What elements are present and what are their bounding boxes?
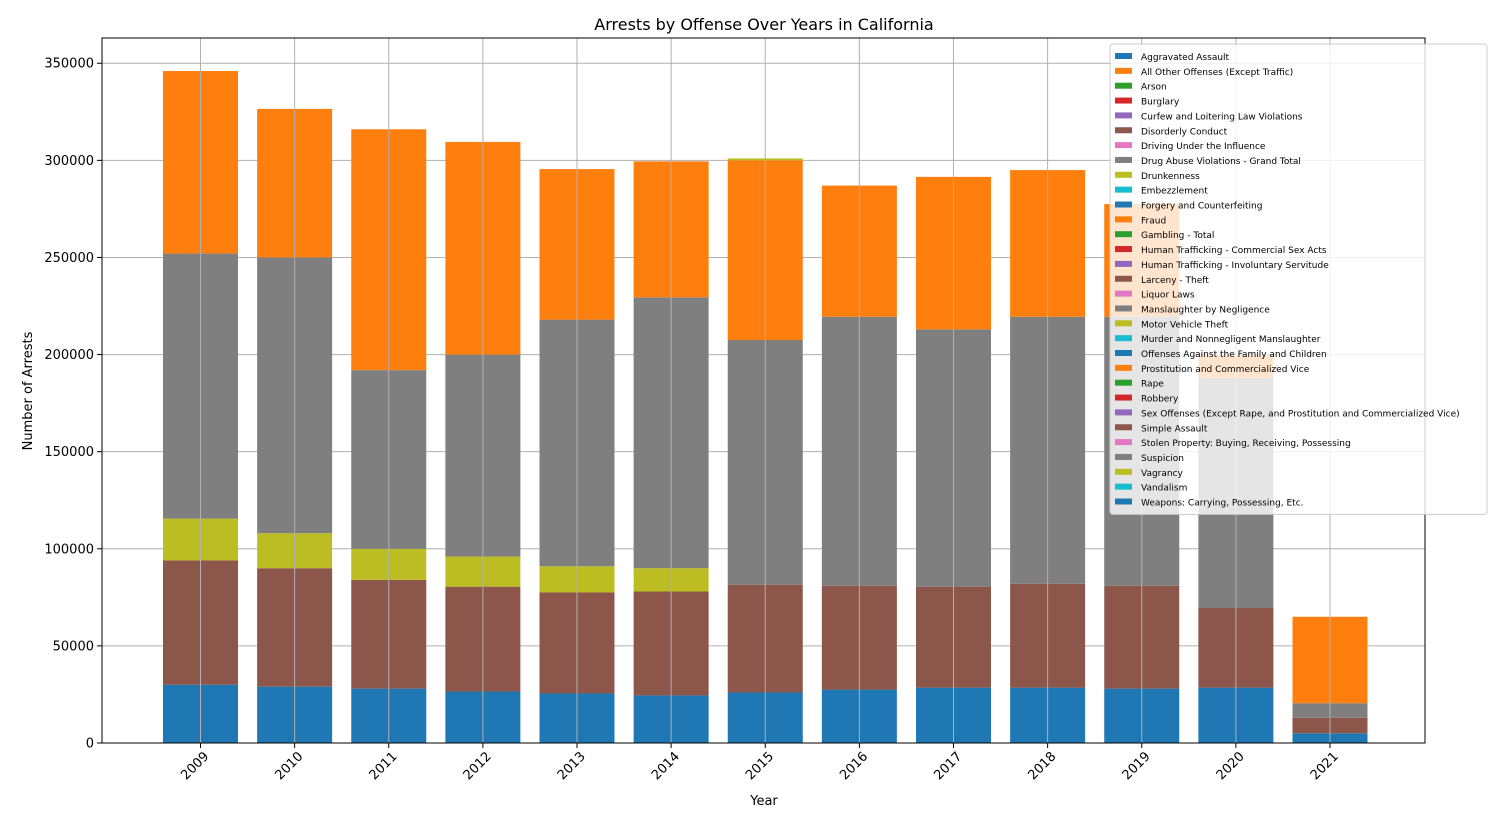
legend-label: Burglary [1141, 98, 1180, 108]
legend-swatch [1115, 483, 1132, 490]
legend-swatch [1115, 53, 1132, 59]
legend-swatch [1115, 320, 1132, 327]
legend-swatch [1115, 379, 1132, 386]
x-tick-label: 2018 [1025, 749, 1059, 783]
legend-swatch [1115, 409, 1132, 416]
legend-label: Curfew and Loitering Law Violations [1141, 112, 1303, 122]
y-axis: 0 50000 100000 150000 200000 250000 300000 3500… [44, 57, 102, 752]
x-tick-label: 2016 [837, 749, 871, 783]
y-tick-label: 50000 [53, 639, 94, 654]
legend: Aggravated Assault All Other Offenses (Ex… [1109, 43, 1488, 515]
legend-label: Motor Vehicle Theft [1141, 320, 1229, 330]
legend-swatch [1115, 67, 1132, 74]
legend-label: Suspicion [1141, 454, 1184, 464]
legend-swatch [1115, 216, 1132, 223]
x-tick-label: 2010 [272, 749, 306, 783]
x-tick-label: 2013 [555, 749, 589, 783]
x-axis-label: Year [749, 794, 778, 809]
legend-label: Vandalism [1141, 484, 1187, 494]
legend-swatch [1115, 156, 1132, 163]
legend-swatch [1115, 468, 1132, 475]
x-tick-label: 2014 [649, 749, 683, 783]
y-tick-label: 200000 [44, 348, 94, 363]
legend-swatch [1115, 82, 1132, 89]
legend-label: Stolen Property: Buying, Receiving, Poss… [1141, 439, 1351, 449]
legend-swatch [1115, 394, 1132, 401]
legend-swatch [1115, 246, 1132, 253]
y-tick-label: 150000 [44, 445, 94, 460]
legend-box [1109, 43, 1488, 515]
legend-swatch [1115, 112, 1132, 119]
legend-swatch [1115, 231, 1132, 238]
legend-swatch [1115, 335, 1132, 342]
legend-label: Disorderly Conduct [1141, 127, 1228, 137]
chart-title: Arrests by Offense Over Years in Califor… [594, 15, 933, 34]
legend-label: Weapons: Carrying, Possessing, Etc. [1141, 499, 1304, 509]
legend-label: Forgery and Counterfeiting [1141, 202, 1262, 212]
legend-label: Murder and Nonnegligent Manslaughter [1141, 335, 1321, 345]
legend-label: Human Trafficking - Involuntary Servitud… [1141, 261, 1329, 271]
legend-swatch [1115, 171, 1132, 178]
x-tick-label: 2015 [743, 749, 777, 783]
x-tick-label: 2011 [367, 749, 401, 783]
x-axis: 2009 2010 2011 2012 2013 2014 2015 2016 2017 2018… [178, 743, 1342, 783]
y-axis-label: Number of Arrests [21, 331, 36, 450]
legend-swatch [1115, 439, 1132, 446]
y-tick-label: 100000 [44, 542, 94, 557]
y-tick-label: 0 [86, 737, 94, 752]
legend-label: Sex Offenses (Except Rape, and Prostitut… [1141, 409, 1460, 419]
legend-swatch [1115, 127, 1132, 134]
legend-label: Rape [1141, 380, 1164, 390]
legend-swatch [1115, 424, 1132, 431]
legend-swatch [1115, 350, 1132, 356]
x-tick-label: 2012 [461, 749, 495, 783]
legend-label: Embezzlement [1141, 187, 1208, 197]
legend-label: Fraud [1141, 216, 1166, 226]
legend-swatch [1115, 498, 1132, 505]
legend-swatch [1115, 290, 1132, 297]
legend-label: Human Trafficking - Commercial Sex Acts [1141, 246, 1327, 256]
legend-label: Offenses Against the Family and Children [1141, 350, 1327, 360]
legend-label: Drug Abuse Violations - Grand Total [1141, 157, 1301, 167]
x-tick-label: 2019 [1120, 749, 1154, 783]
legend-label: Arson [1141, 83, 1167, 93]
y-tick-label: 250000 [44, 251, 94, 266]
legend-label: All Other Offenses (Except Traffic) [1141, 68, 1293, 78]
legend-label: Manslaughter by Negligence [1141, 305, 1270, 315]
legend-swatch [1115, 453, 1132, 460]
legend-swatch [1115, 186, 1132, 193]
x-tick-label: 2009 [178, 749, 212, 783]
legend-label: Aggravated Assault [1141, 53, 1230, 63]
x-tick-label: 2021 [1308, 749, 1342, 783]
legend-swatch [1115, 201, 1132, 208]
legend-label: Robbery [1141, 395, 1179, 405]
legend-label: Prostitution and Commercialized Vice [1141, 365, 1310, 375]
legend-label: Liquor Laws [1141, 291, 1195, 301]
legend-label: Driving Under the Influence [1141, 142, 1266, 152]
legend-swatch [1115, 260, 1132, 267]
x-tick-label: 2017 [931, 749, 965, 783]
legend-label: Larceny - Theft [1141, 276, 1209, 286]
legend-label: Vagrancy [1141, 469, 1184, 479]
y-tick-label: 300000 [44, 154, 94, 169]
legend-swatch [1115, 305, 1132, 312]
legend-swatch [1115, 97, 1132, 104]
y-tick-label: 350000 [44, 57, 94, 72]
legend-swatch [1115, 275, 1132, 282]
x-tick-label: 2020 [1214, 749, 1248, 783]
legend-label: Drunkenness [1141, 172, 1200, 182]
legend-swatch [1115, 364, 1132, 371]
legend-label: Simple Assault [1141, 424, 1208, 434]
legend-label: Gambling - Total [1141, 231, 1214, 241]
legend-swatch [1115, 142, 1132, 149]
